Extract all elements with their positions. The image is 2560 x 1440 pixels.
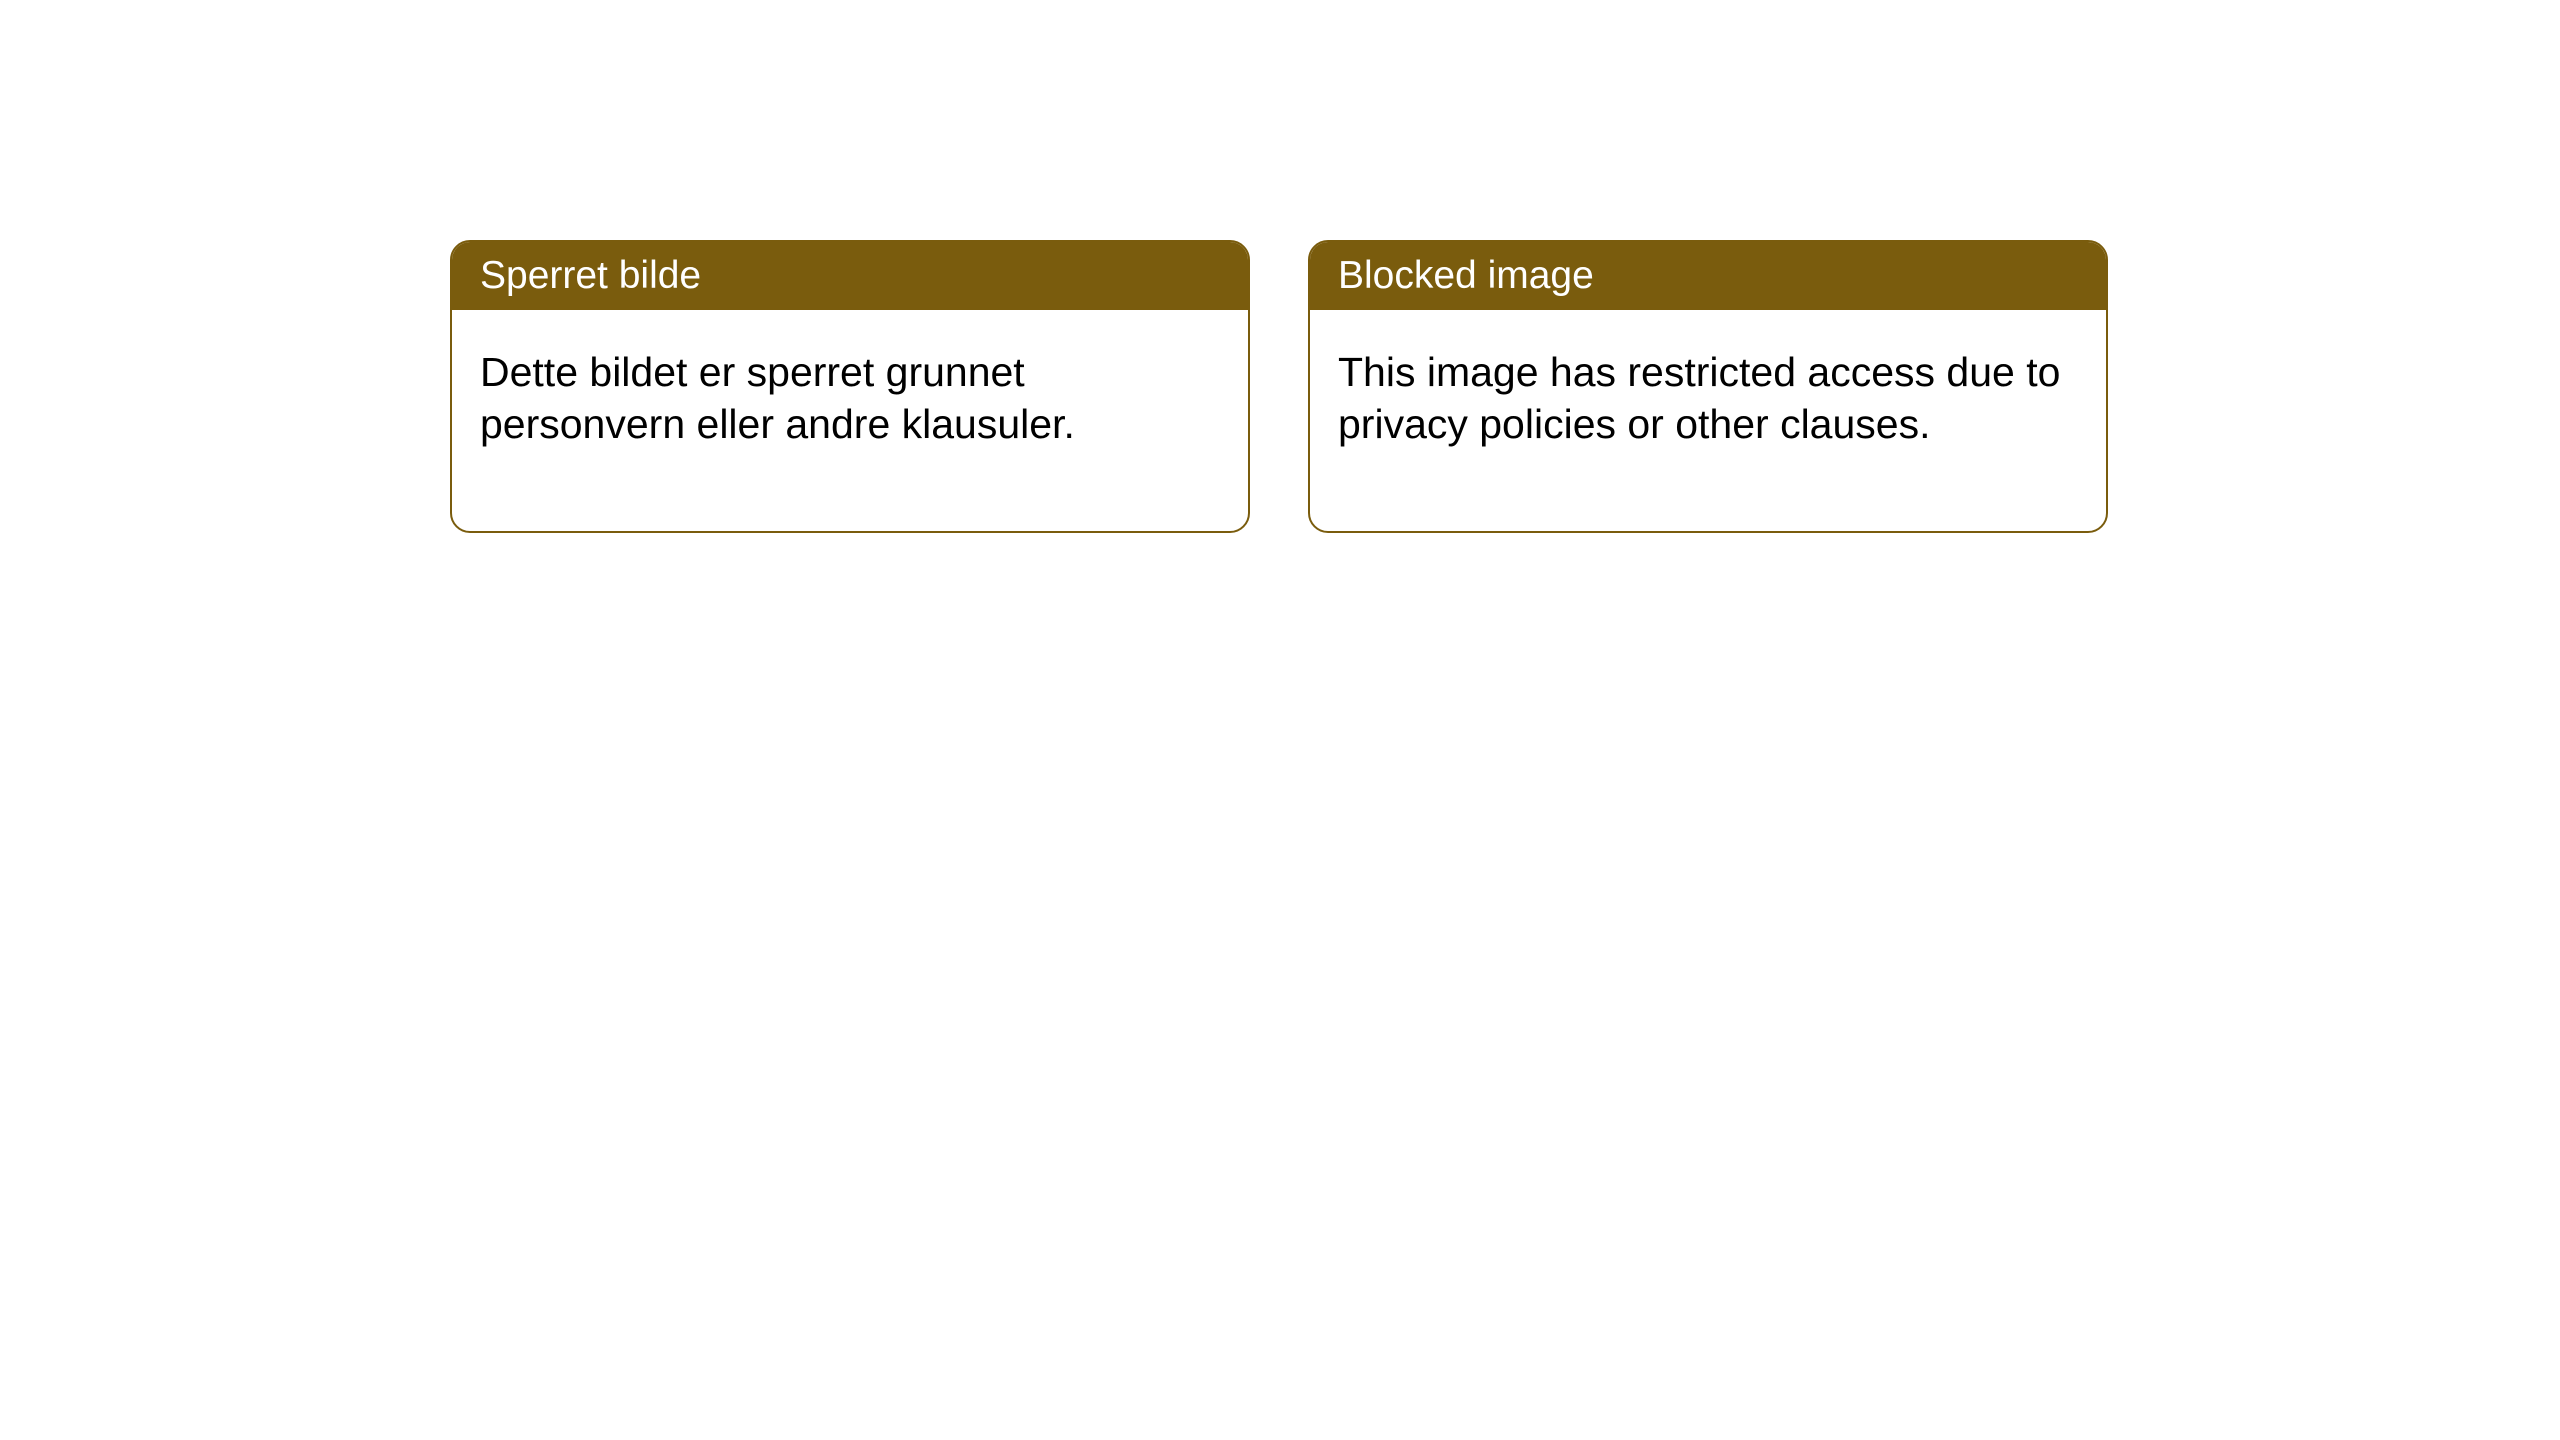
notice-card-english: Blocked image This image has restricted … bbox=[1308, 240, 2108, 533]
notice-body-norwegian: Dette bildet er sperret grunnet personve… bbox=[452, 310, 1248, 531]
notice-card-norwegian: Sperret bilde Dette bildet er sperret gr… bbox=[450, 240, 1250, 533]
notice-cards-container: Sperret bilde Dette bildet er sperret gr… bbox=[450, 240, 2108, 533]
notice-body-english: This image has restricted access due to … bbox=[1310, 310, 2106, 531]
notice-title-english: Blocked image bbox=[1310, 242, 2106, 310]
notice-title-norwegian: Sperret bilde bbox=[452, 242, 1248, 310]
